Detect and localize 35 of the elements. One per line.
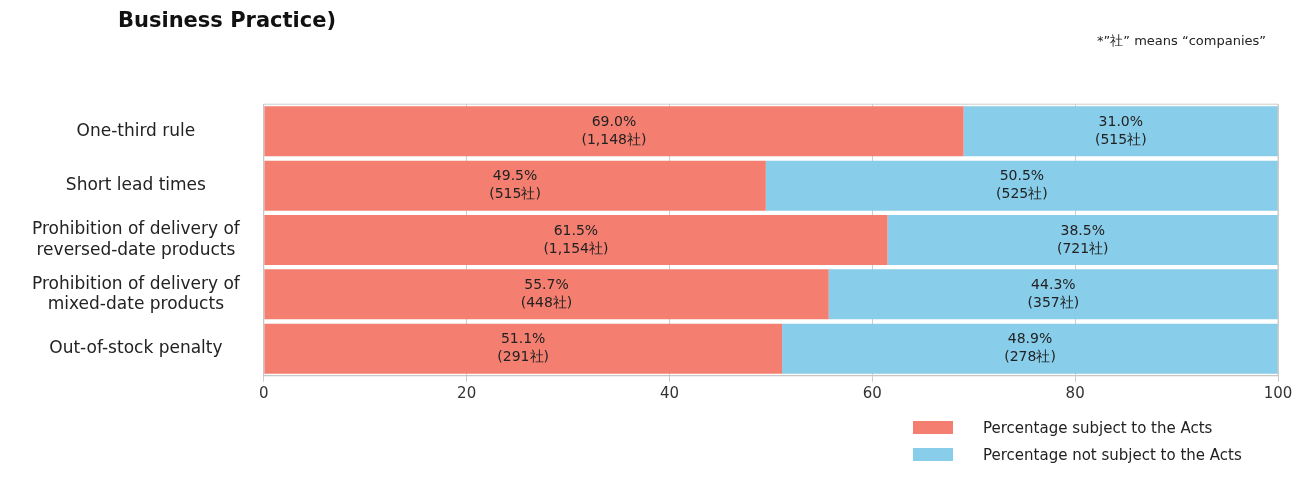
bar (264, 106, 964, 157)
data-label: 51.1% (291社) (497, 330, 549, 365)
y-tick-label: Short lead times (65, 174, 207, 195)
data-label: 44.3% (357社) (1027, 275, 1080, 310)
y-tick-label: Prohibition of delivery of mixed-date products (32, 272, 241, 313)
x-tick-label: 60 (862, 383, 882, 402)
data-label: 50.5% (525社) (996, 167, 1048, 202)
x-tick-label: 80 (1065, 383, 1085, 402)
data-label: 49.5% (515社) (489, 167, 541, 202)
data-label: 55.7% (448社) (520, 275, 573, 310)
x-tick-label: 20 (457, 383, 477, 402)
bar (264, 269, 829, 320)
y-tick-label: Prohibition of delivery of reversed-date products (32, 218, 241, 259)
bar (264, 323, 783, 374)
bar (765, 160, 1278, 211)
bar (264, 215, 888, 265)
text: *”社” means “companies” (1097, 32, 1266, 50)
bar (963, 106, 1278, 157)
bar (828, 269, 1278, 320)
y-tick-label: One-third rule (76, 119, 196, 140)
x-tick-label: 0 (259, 383, 269, 402)
x-tick-label: 100 (1263, 383, 1293, 402)
legend-label: Percentage not subject to the Acts (983, 445, 1242, 464)
data-label: 38.5% (721社) (1056, 221, 1109, 256)
data-label: 61.5% (1,154社) (543, 221, 609, 256)
bar (264, 160, 766, 211)
data-label: 31.0% (515社) (1094, 113, 1147, 147)
bar (887, 215, 1278, 265)
y-tick-label: Out-of-stock penalty (49, 337, 223, 358)
data-label: 48.9% (278社) (1004, 330, 1056, 365)
chart-title: Business Practice) (118, 8, 337, 32)
bar (782, 323, 1278, 374)
data-label: 69.0% (1,148社) (581, 113, 647, 147)
legend-label: Percentage subject to the Acts (983, 418, 1213, 437)
x-tick-label: 40 (659, 383, 680, 402)
